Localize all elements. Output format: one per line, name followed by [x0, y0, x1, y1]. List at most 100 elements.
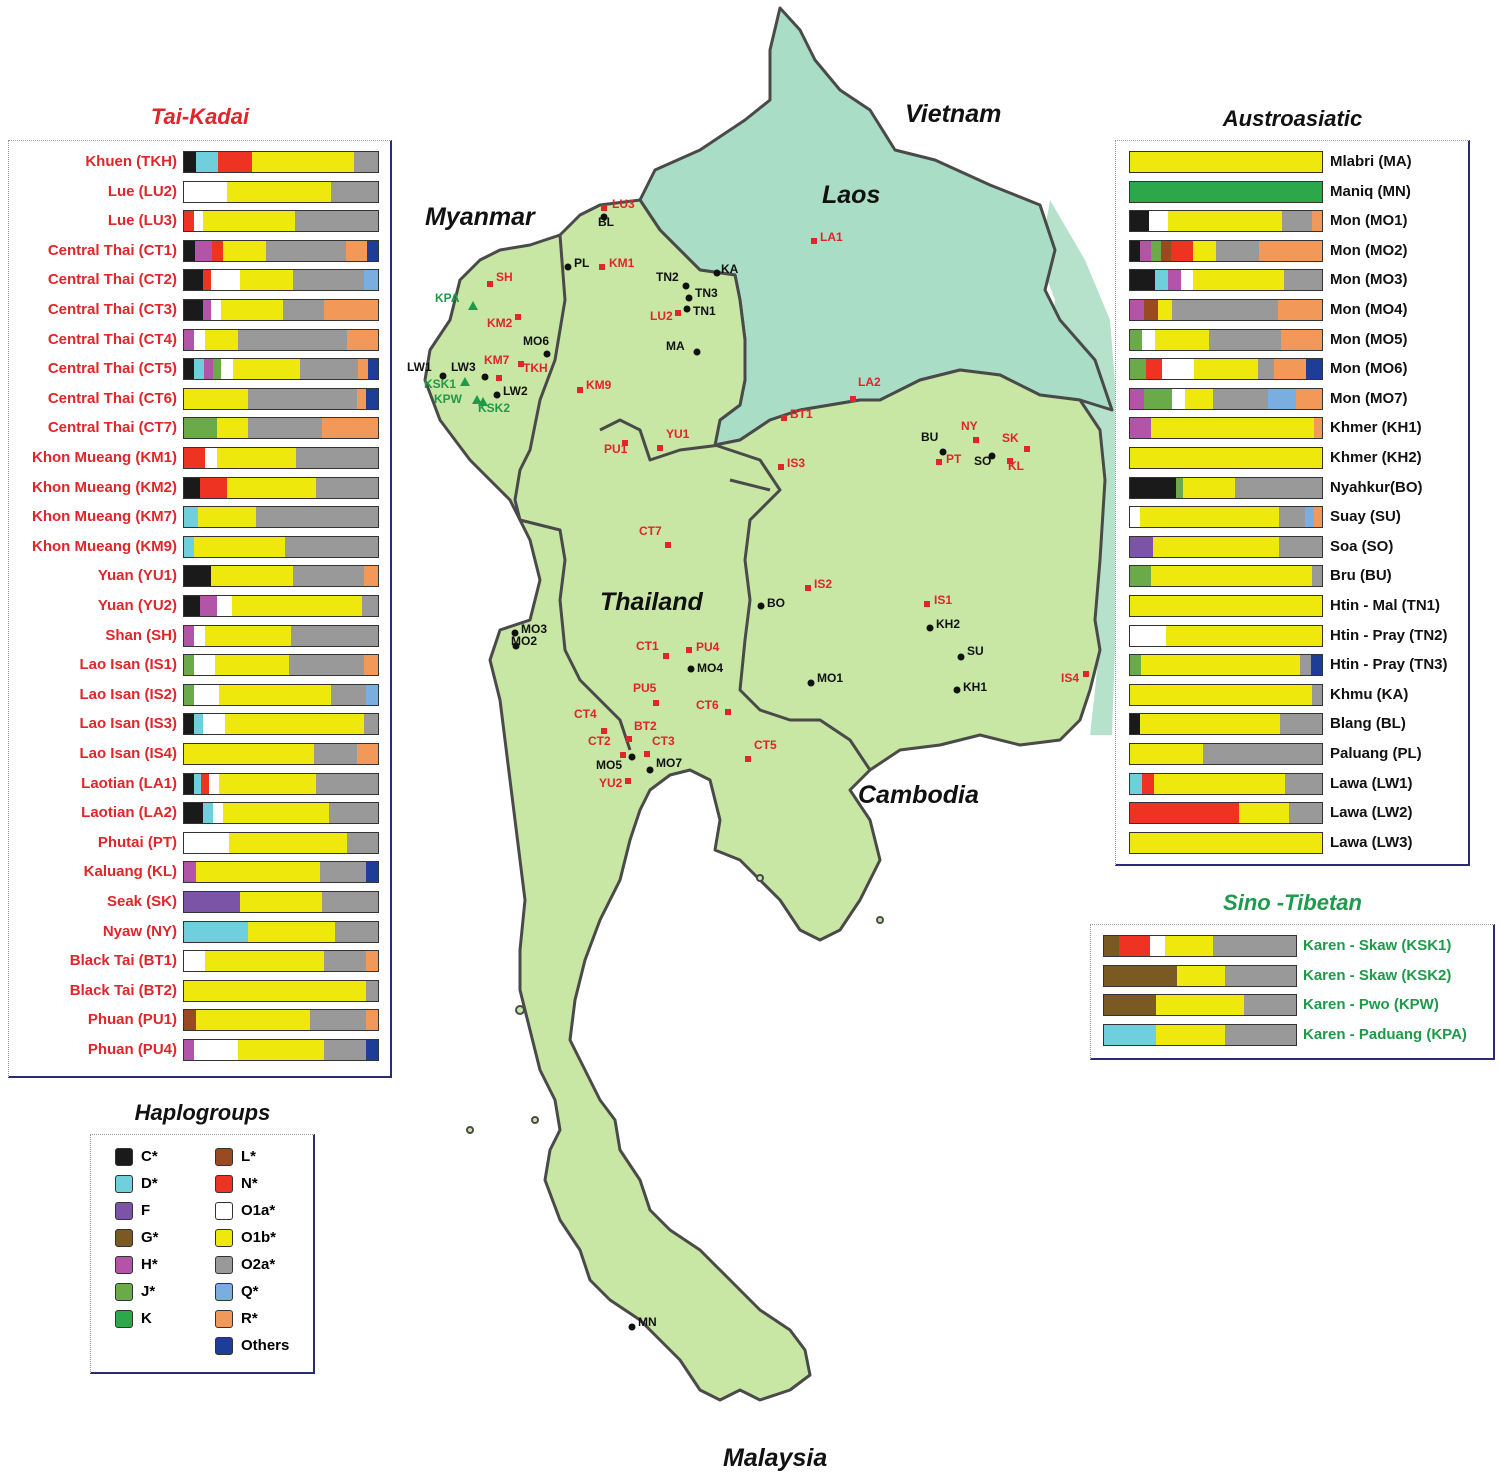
population-row-lue-lu3: Lue (LU3) [9, 209, 389, 233]
segment-r [1259, 241, 1322, 261]
haplogroup-bar [1129, 565, 1323, 587]
segment-o1b [1194, 359, 1258, 379]
segment-o1b [196, 862, 320, 882]
legend-item-n: N* [215, 1174, 258, 1194]
austroasiatic-title: Austroasiatic [1115, 106, 1470, 132]
population-label: Mon (MO5) [1330, 328, 1407, 352]
population-row-karen-skaw-ksk2: Karen - Skaw (KSK2) [1091, 964, 1493, 988]
segment-q [364, 270, 378, 290]
legend-swatch [215, 1175, 233, 1193]
site-label-kh2: KH2 [936, 617, 960, 631]
segment-o2a [1203, 744, 1322, 764]
legend-label: D* [141, 1175, 158, 1192]
site-label-ct5: CT5 [754, 738, 777, 752]
site-label-lu2: LU2 [650, 309, 673, 323]
segment-o2a [331, 182, 378, 202]
site-label-ct7: CT7 [639, 524, 662, 538]
population-row-karen-pwo-kpw: Karen - Pwo (KPW) [1091, 993, 1493, 1017]
legend-label: H* [141, 1256, 158, 1273]
legend-label: Others [241, 1337, 289, 1354]
site-marker-la2 [850, 396, 856, 402]
segment-c [1130, 241, 1140, 261]
haplogroup-bar [1129, 417, 1323, 439]
segment-o1b [1140, 507, 1279, 527]
population-row-central-thai-ct7: Central Thai (CT7) [9, 416, 389, 440]
haplogroup-bar [183, 210, 379, 232]
segment-r [366, 951, 378, 971]
segment-o1b [229, 833, 347, 853]
segment-n [184, 211, 194, 231]
population-row-khon-mueang-km9: Khon Mueang (KM9) [9, 535, 389, 559]
site-label-ct3: CT3 [652, 734, 675, 748]
segment-o2a [291, 626, 378, 646]
population-row-mon-mo3: Mon (MO3) [1116, 268, 1468, 292]
segment-d [1155, 270, 1168, 290]
population-label: Htin - Pray (TN2) [1330, 624, 1448, 648]
haplogroup-bar [183, 447, 379, 469]
segment-o2a [283, 300, 324, 320]
population-label: Yuan (YU1) [98, 564, 177, 588]
haplogroup-bar [183, 921, 379, 943]
site-label-pl: PL [574, 256, 589, 270]
segment-o2a [324, 1040, 367, 1060]
segment-o1a [184, 951, 205, 971]
haplogroup-bar [183, 980, 379, 1002]
population-label: Lawa (LW1) [1330, 772, 1413, 796]
segment-o1b [205, 951, 323, 971]
segment-o2a [1289, 803, 1322, 823]
population-row-lawa-lw2: Lawa (LW2) [1116, 801, 1468, 825]
site-label-ct2: CT2 [588, 734, 611, 748]
sino-tibetan-panel: Karen - Skaw (KSK1) Karen - Skaw (KSK2) Ka… [1090, 924, 1495, 1060]
segment-o1b [1154, 774, 1285, 794]
segment-o1b [217, 418, 248, 438]
haplogroup-bar [183, 950, 379, 972]
site-label-kpa: KPA [435, 291, 459, 305]
segment-c [184, 478, 200, 498]
legend-item-f: F [115, 1201, 150, 1221]
population-row-blang-bl: Blang (BL) [1116, 712, 1468, 736]
segment-o2a [295, 211, 378, 231]
haplogroup-bar [183, 417, 379, 439]
island [467, 1127, 473, 1133]
haplogroup-bar [183, 684, 379, 706]
site-marker-lu2 [675, 310, 681, 316]
legend-label: J* [141, 1283, 155, 1300]
site-label-is2: IS2 [814, 577, 832, 591]
country-laos: Laos [822, 181, 880, 210]
population-row-mon-mo2: Mon (MO2) [1116, 239, 1468, 263]
segment-n [218, 152, 252, 172]
segment-o2a [364, 714, 378, 734]
segment-q [366, 685, 378, 705]
segment-o1b [196, 1010, 310, 1030]
legend-label: N* [241, 1175, 258, 1192]
population-label: Khmu (KA) [1330, 683, 1408, 707]
segment-h [204, 359, 212, 379]
segment-o1b [219, 774, 316, 794]
site-marker-lu3 [601, 205, 607, 211]
population-row-khmer-kh1: Khmer (KH1) [1116, 416, 1468, 440]
segment-o2a [293, 566, 365, 586]
legend-item-o1a: O1a* [215, 1201, 275, 1221]
population-label: Suay (SU) [1330, 505, 1401, 529]
segment-o2a [1300, 655, 1311, 675]
population-label: Lawa (LW3) [1330, 831, 1413, 855]
population-label: Laotian (LA1) [81, 772, 177, 796]
legend-item-l: L* [215, 1147, 256, 1167]
population-row-central-thai-ct2: Central Thai (CT2) [9, 268, 389, 292]
population-label: Seak (SK) [107, 890, 177, 914]
segment-j [1130, 330, 1142, 350]
haplogroup-bar [1129, 477, 1323, 499]
site-label-ksk1: KSK1 [424, 377, 456, 391]
segment-c [1130, 211, 1149, 231]
site-marker-sk [1024, 446, 1030, 452]
segment-r [1278, 300, 1322, 320]
segment-o1b [1153, 537, 1278, 557]
segment-o2a [316, 774, 378, 794]
legend-item-h: H* [115, 1255, 158, 1275]
haplogroup-bar [183, 151, 379, 173]
segment-d [1130, 774, 1142, 794]
site-marker-ct7 [665, 542, 671, 548]
segment-o2a [354, 152, 378, 172]
segment-o1b [211, 566, 292, 586]
segment-o1b [223, 803, 330, 823]
